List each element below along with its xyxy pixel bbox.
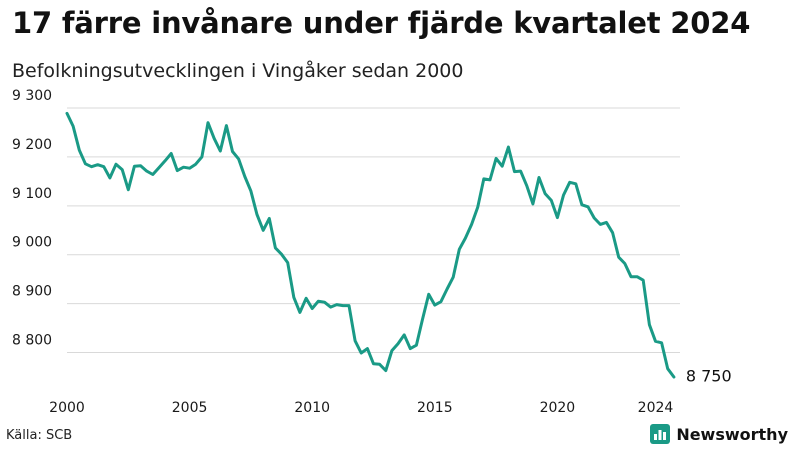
y-tick-label: 8 800 bbox=[12, 333, 52, 349]
y-axis-tick-labels: 8 800 8 900 9 000 9 100 9 200 9 300 bbox=[12, 88, 52, 349]
x-tick-label: 2000 bbox=[49, 400, 85, 416]
brand-name: Newsworthy bbox=[676, 424, 788, 444]
x-tick-label: 2005 bbox=[172, 400, 208, 416]
source-note: Källa: SCB bbox=[6, 428, 73, 443]
end-value-label: 8 750 bbox=[686, 367, 732, 386]
x-tick-label: 2020 bbox=[540, 400, 576, 416]
bar-chart-icon bbox=[650, 424, 671, 444]
chart-title: 17 färre invånare under fjärde kvartalet… bbox=[12, 6, 751, 40]
brand-logo[interactable]: Newsworthy bbox=[650, 424, 788, 444]
y-tick-label: 9 100 bbox=[12, 186, 52, 202]
x-tick-label: 2024 bbox=[638, 400, 674, 416]
chart-subtitle: Befolkningsutvecklingen i Vingåker sedan… bbox=[12, 60, 464, 82]
x-tick-label: 2010 bbox=[294, 400, 330, 416]
y-tick-label: 9 000 bbox=[12, 235, 52, 251]
x-tick-label: 2015 bbox=[417, 400, 453, 416]
y-tick-label: 9 200 bbox=[12, 137, 52, 153]
y-tick-label: 8 900 bbox=[12, 284, 52, 300]
series-line-population bbox=[65, 111, 676, 379]
series-group bbox=[65, 111, 676, 379]
y-tick-label: 9 300 bbox=[12, 88, 52, 104]
gridlines bbox=[67, 107, 680, 354]
x-axis-tick-labels: 2000 2005 2010 2015 2020 2024 bbox=[49, 400, 673, 416]
